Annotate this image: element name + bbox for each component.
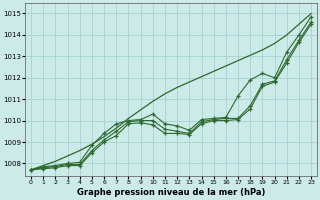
X-axis label: Graphe pression niveau de la mer (hPa): Graphe pression niveau de la mer (hPa) bbox=[77, 188, 265, 197]
